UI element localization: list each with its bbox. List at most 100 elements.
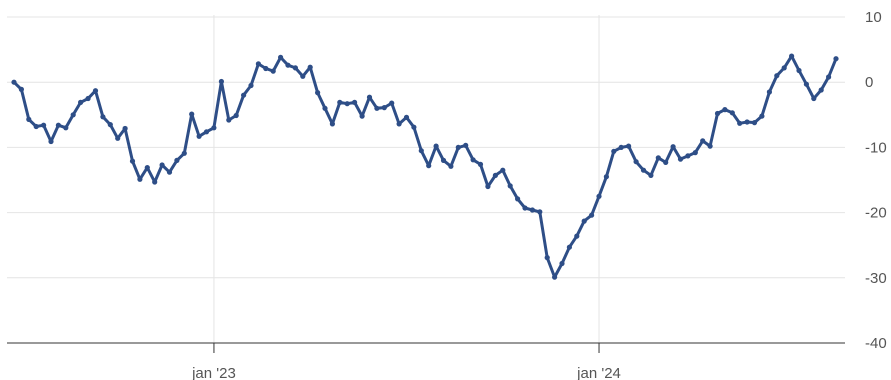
data-point <box>33 123 39 130</box>
data-point <box>500 167 506 173</box>
data-point <box>789 53 795 59</box>
data-point <box>152 179 158 185</box>
data-point <box>255 61 261 67</box>
data-point <box>766 89 773 95</box>
data-point <box>529 207 536 213</box>
data-point <box>744 119 750 125</box>
data-point <box>92 88 99 94</box>
data-point <box>344 101 350 107</box>
data-point <box>826 74 832 80</box>
data-point <box>648 172 654 178</box>
data-point <box>352 99 358 105</box>
data-point <box>707 143 713 149</box>
data-point <box>248 82 254 89</box>
data-point <box>18 86 24 92</box>
data-point <box>774 73 780 79</box>
data-point <box>581 218 587 224</box>
data-point <box>574 233 580 239</box>
data-point <box>374 105 380 111</box>
data-point <box>633 159 639 165</box>
data-point <box>589 212 595 218</box>
data-point <box>522 205 528 211</box>
data-point <box>166 169 173 175</box>
data-point <box>41 122 47 128</box>
data-point <box>677 156 684 162</box>
data-point <box>796 67 802 74</box>
data-point <box>833 56 839 62</box>
data-point <box>263 65 269 72</box>
data-point <box>144 165 150 171</box>
x-tick-label: jan '24 <box>576 365 621 380</box>
tick-labels: 10 0 -10 -20 -30 -40 jan '23 jan '24 <box>191 9 887 380</box>
data-point <box>218 78 224 85</box>
x-tick-label: jan '23 <box>191 365 236 380</box>
data-point <box>78 99 84 105</box>
data-point <box>640 167 647 173</box>
data-point <box>603 174 610 180</box>
data-point <box>655 155 661 161</box>
data-point <box>270 68 276 74</box>
data-point <box>322 105 328 111</box>
data-point <box>85 95 91 102</box>
data-point <box>159 162 165 168</box>
data-point <box>759 113 765 119</box>
data-point <box>100 114 106 120</box>
data-point <box>196 133 202 139</box>
axes <box>7 342 845 353</box>
data-point <box>381 105 387 111</box>
data-point <box>26 116 32 122</box>
data-point <box>411 124 417 130</box>
data-point <box>115 135 121 141</box>
data-point <box>329 121 335 127</box>
data-point <box>700 138 706 144</box>
data-point <box>189 111 195 117</box>
data-point <box>729 110 735 116</box>
data-point <box>692 150 698 156</box>
data-point <box>670 144 676 150</box>
data-point <box>396 121 402 127</box>
data-point <box>315 90 321 96</box>
data-point <box>566 244 573 250</box>
data-point <box>440 157 447 163</box>
data-point <box>174 157 180 163</box>
data-point <box>366 94 373 100</box>
y-tick-label: -10 <box>865 139 887 156</box>
data-point <box>433 143 439 149</box>
data-point <box>803 81 810 87</box>
y-tick-label: 0 <box>865 74 873 91</box>
data-point <box>300 73 306 79</box>
y-tick-label: 10 <box>865 9 882 26</box>
data-point <box>781 65 787 71</box>
data-point <box>448 163 454 169</box>
data-point <box>596 193 602 199</box>
data-point <box>11 79 17 85</box>
data-point <box>233 112 239 119</box>
data-point <box>48 138 54 145</box>
data-point <box>611 148 617 154</box>
data-point <box>241 92 247 98</box>
data-point <box>307 64 313 70</box>
data-point <box>203 129 210 135</box>
data-point <box>122 125 128 132</box>
data-point <box>292 65 298 71</box>
data-point <box>418 148 424 154</box>
data-point <box>537 209 543 215</box>
data-point <box>515 196 521 202</box>
data-point <box>107 122 113 128</box>
data-point <box>337 99 343 105</box>
data-point <box>626 143 632 149</box>
data-point <box>463 142 469 148</box>
data-point <box>63 125 69 131</box>
data-point <box>485 183 491 190</box>
data-point <box>426 163 432 169</box>
data-point <box>389 100 395 106</box>
data-point <box>552 274 558 280</box>
data-point <box>507 183 513 189</box>
data-point <box>722 107 728 113</box>
data-point <box>278 54 284 61</box>
data-point <box>181 150 187 156</box>
data-point <box>818 87 824 93</box>
data-point <box>55 122 62 128</box>
data-point <box>559 260 565 267</box>
